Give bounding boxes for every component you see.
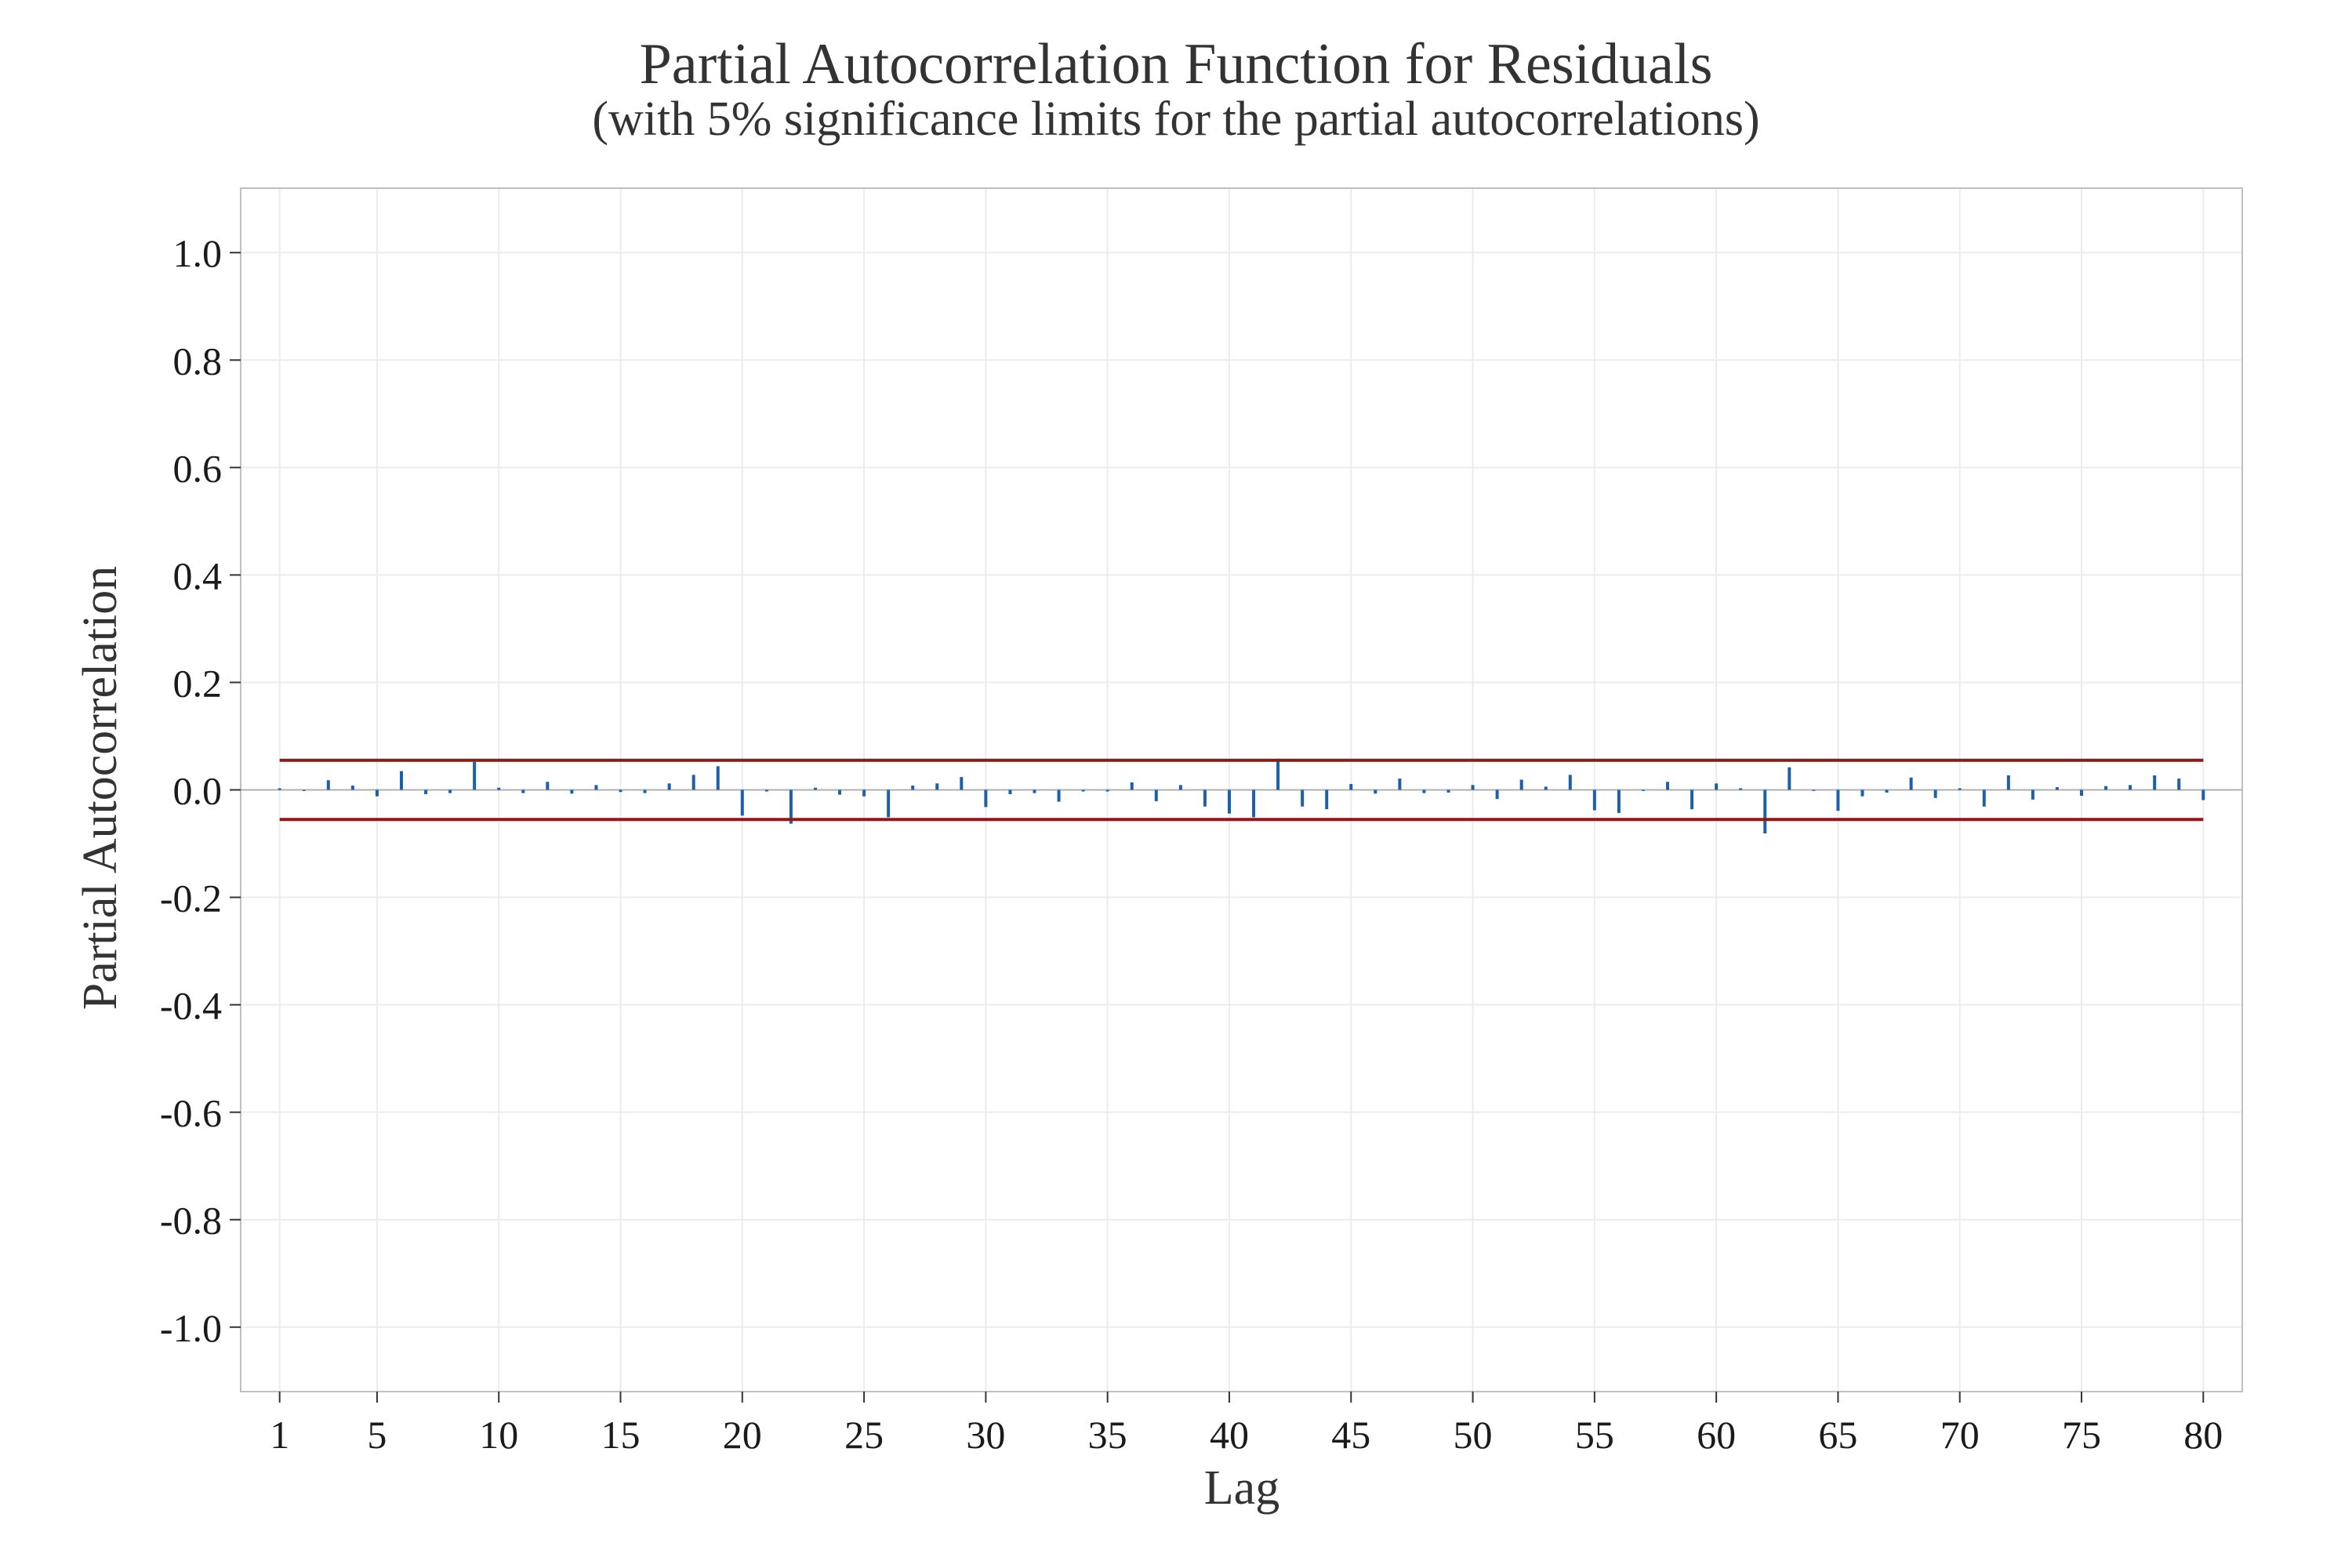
x-tick-label: 60 <box>1697 1413 1736 1457</box>
y-tick-label: -1.0 <box>160 1306 222 1350</box>
x-axis-ticks: 1 5 10 15 20 25 30 35 40 45 50 55 60 65 70 75 80 <box>270 1392 2223 1457</box>
x-tick-label: 40 <box>1210 1413 1249 1457</box>
y-axis-ticks: 1.0 0.8 0.6 0.4 0.2 0.0 -0.2 -0.4 -0.6 -0.8 -1.0 <box>160 231 241 1350</box>
x-tick-label: 75 <box>2062 1413 2101 1457</box>
y-tick-label: 0.2 <box>173 661 223 705</box>
x-tick-label: 5 <box>367 1413 387 1457</box>
y-axis-label: Partial Autocorrelation <box>74 566 127 1010</box>
y-tick-label: 0.6 <box>173 446 223 490</box>
x-tick-label: 45 <box>1331 1413 1370 1457</box>
chart-title: Partial Autocorrelation Function for Res… <box>640 32 1713 96</box>
y-tick-label: 1.0 <box>173 231 223 275</box>
x-tick-label: 50 <box>1454 1413 1493 1457</box>
x-tick-label: 20 <box>723 1413 762 1457</box>
y-tick-label: 0.4 <box>173 554 223 597</box>
chart-subtitle: (with 5% significance limits for the par… <box>592 93 1759 146</box>
y-tick-label: 0.8 <box>173 339 223 383</box>
x-tick-label: 1 <box>270 1413 289 1457</box>
x-axis-label: Lag <box>1204 1461 1279 1515</box>
x-tick-label: 35 <box>1088 1413 1127 1457</box>
y-tick-label: -0.8 <box>160 1199 222 1243</box>
y-tick-label: 0.0 <box>173 769 223 813</box>
x-tick-label: 80 <box>2183 1413 2223 1457</box>
x-tick-label: 15 <box>601 1413 641 1457</box>
pacf-bars <box>278 758 2205 834</box>
y-tick-label: -0.4 <box>160 984 222 1028</box>
y-tick-label: -0.2 <box>160 877 222 920</box>
x-tick-label: 25 <box>844 1413 884 1457</box>
x-tick-label: 55 <box>1575 1413 1614 1457</box>
x-tick-label: 70 <box>1940 1413 1980 1457</box>
x-tick-label: 30 <box>966 1413 1005 1457</box>
x-tick-label: 65 <box>1818 1413 1857 1457</box>
y-tick-label: -0.6 <box>160 1091 222 1135</box>
x-tick-label: 10 <box>479 1413 518 1457</box>
